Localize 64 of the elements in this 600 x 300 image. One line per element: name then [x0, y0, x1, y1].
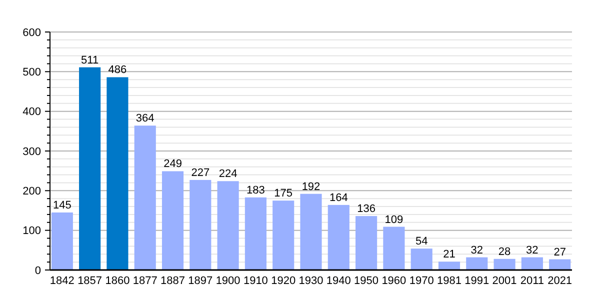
data-label: 164 [329, 192, 348, 204]
x-tick-label: 1950 [354, 275, 379, 287]
data-label: 32 [526, 244, 538, 256]
x-tick-label: 1960 [382, 275, 406, 287]
y-tick-label: 400 [22, 106, 41, 118]
x-tick-label: 2021 [548, 275, 572, 287]
x-tick-label: 1991 [464, 275, 490, 287]
data-label: 136 [357, 203, 376, 216]
x-tick-label: 1970 [409, 275, 434, 287]
data-label: 227 [191, 166, 210, 179]
y-tick-label: 0 [34, 264, 41, 277]
x-tick-label: 1940 [326, 275, 351, 287]
data-label: 109 [384, 214, 404, 226]
bar [466, 257, 488, 270]
data-label: 511 [81, 54, 99, 66]
data-label: 54 [415, 236, 428, 248]
bar [521, 257, 543, 270]
y-tick-label: 300 [22, 146, 41, 158]
x-tick-label: 1920 [271, 275, 296, 287]
bar [190, 180, 212, 270]
x-tick-label: 1910 [243, 275, 268, 287]
y-tick-label: 500 [22, 66, 41, 79]
x-tick-label: 2011 [520, 275, 544, 287]
x-tick-label: 1877 [132, 275, 158, 287]
bar [328, 204, 350, 270]
bar [51, 212, 73, 270]
bar [162, 171, 184, 270]
data-label: 175 [274, 188, 293, 200]
bar [549, 259, 571, 270]
bar [410, 248, 432, 270]
y-tick-label: 100 [22, 225, 41, 238]
data-label: 183 [246, 184, 265, 196]
x-tick-label: 1842 [50, 275, 74, 287]
data-label: 364 [136, 112, 154, 125]
bar [438, 262, 460, 270]
data-label: 21 [443, 248, 456, 261]
data-label: 249 [164, 158, 182, 170]
data-label: 27 [554, 246, 566, 258]
x-tick-label: 1860 [105, 275, 130, 287]
data-label: 486 [108, 64, 127, 76]
bar [494, 258, 516, 270]
bar [134, 126, 156, 270]
bar [356, 216, 378, 270]
x-tick-label: 1897 [188, 275, 213, 287]
bar [383, 226, 405, 270]
x-tick-label: 1930 [298, 275, 324, 287]
x-tick-label: 1887 [160, 275, 185, 287]
x-tick-label: 1981 [437, 275, 462, 287]
data-label: 28 [498, 246, 511, 258]
bar [300, 194, 322, 270]
x-tick-label: 1857 [78, 275, 102, 287]
data-label: 224 [218, 168, 238, 180]
bar [79, 67, 101, 270]
data-label: 32 [470, 244, 484, 256]
y-tick-label: 600 [22, 26, 41, 39]
y-tick-label: 200 [22, 186, 41, 198]
data-label: 192 [302, 180, 320, 193]
bar [272, 200, 294, 270]
bar [217, 181, 239, 270]
data-label: 145 [52, 199, 72, 212]
bar [106, 77, 128, 270]
x-tick-label: 1900 [216, 275, 240, 287]
bar [244, 197, 266, 270]
x-tick-label: 2001 [492, 275, 517, 287]
